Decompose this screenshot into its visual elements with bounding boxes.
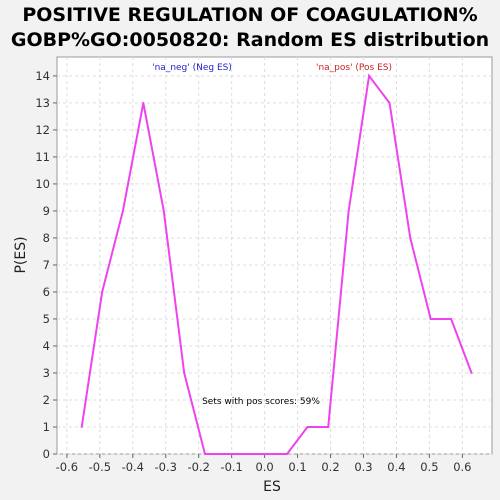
y-tick-label: 0 bbox=[43, 447, 50, 461]
legend: 'na_neg' (Neg ES) 'na_pos' (Pos ES) bbox=[152, 63, 392, 73]
x-tick-label: -0.6 bbox=[56, 460, 78, 474]
x-tick-label: -0.2 bbox=[187, 460, 209, 474]
y-axis-label: P(ES) bbox=[13, 236, 29, 273]
y-tick-label: 2 bbox=[43, 393, 50, 407]
y-tick-label: 7 bbox=[43, 258, 50, 272]
x-tick-label: -0.5 bbox=[89, 460, 111, 474]
y-tick-label: 9 bbox=[43, 204, 50, 218]
axis-ticks: -0.6 -0.5 -0.4 -0.3 -0.2 -0.1 0.0 0.1 0.2 0.3 0.4 0… bbox=[35, 69, 471, 474]
data-point bbox=[265, 453, 268, 455]
data-point bbox=[101, 290, 104, 293]
series-line bbox=[80, 73, 473, 455]
series-layer bbox=[80, 73, 473, 455]
x-tick-label: 0.4 bbox=[387, 460, 405, 474]
data-point bbox=[162, 209, 165, 212]
data-point bbox=[347, 209, 350, 212]
data-point bbox=[142, 101, 145, 104]
data-point bbox=[409, 236, 412, 239]
pos-scores-annotation: Sets with pos scores: 59% bbox=[202, 397, 320, 407]
y-tick-label: 1 bbox=[43, 420, 50, 434]
y-tick-label: 5 bbox=[43, 312, 50, 326]
x-tick-label: 0.1 bbox=[288, 460, 306, 474]
plot-area bbox=[56, 56, 493, 455]
x-tick-label: 0.6 bbox=[453, 460, 471, 474]
data-point bbox=[327, 425, 330, 428]
x-tick-label: 0.2 bbox=[321, 460, 339, 474]
x-tick-label: 0.5 bbox=[420, 460, 438, 474]
y-tick-label: 11 bbox=[35, 150, 50, 164]
chart-title-line-2: GOBP%GO:0050820: Random ES distribution bbox=[11, 29, 489, 51]
data-point bbox=[286, 453, 289, 455]
data-point bbox=[470, 371, 473, 374]
data-point bbox=[368, 74, 371, 77]
y-tick-label: 3 bbox=[43, 366, 50, 380]
x-tick-label: 0.3 bbox=[354, 460, 372, 474]
data-point bbox=[183, 371, 186, 374]
x-tick-label: -0.3 bbox=[155, 460, 177, 474]
grid-lines bbox=[57, 57, 492, 455]
y-tick-label: 10 bbox=[35, 177, 50, 191]
data-point bbox=[450, 317, 453, 320]
legend-entry-pos: 'na_pos' (Pos ES) bbox=[316, 63, 392, 73]
data-point bbox=[224, 453, 227, 455]
y-tick-label: 4 bbox=[43, 339, 50, 353]
data-point bbox=[244, 453, 247, 455]
y-tick-label: 12 bbox=[35, 123, 50, 137]
y-tick-label: 13 bbox=[35, 96, 50, 110]
legend-entry-neg: 'na_neg' (Neg ES) bbox=[152, 63, 232, 73]
data-point bbox=[80, 425, 83, 428]
y-tick-label: 14 bbox=[35, 69, 50, 83]
x-tick-label: -0.1 bbox=[220, 460, 242, 474]
x-axis-label: ES bbox=[263, 479, 281, 495]
data-point bbox=[203, 453, 206, 455]
x-tick-label: 0.0 bbox=[255, 460, 273, 474]
x-tick-label: -0.4 bbox=[122, 460, 144, 474]
data-point bbox=[121, 209, 124, 212]
y-tick-label: 8 bbox=[43, 231, 50, 245]
y-tick-label: 6 bbox=[43, 285, 50, 299]
chart-title-line-1: POSITIVE REGULATION OF COAGULATION% bbox=[22, 4, 477, 26]
data-point bbox=[388, 101, 391, 104]
data-point bbox=[429, 317, 432, 320]
data-point bbox=[306, 425, 309, 428]
